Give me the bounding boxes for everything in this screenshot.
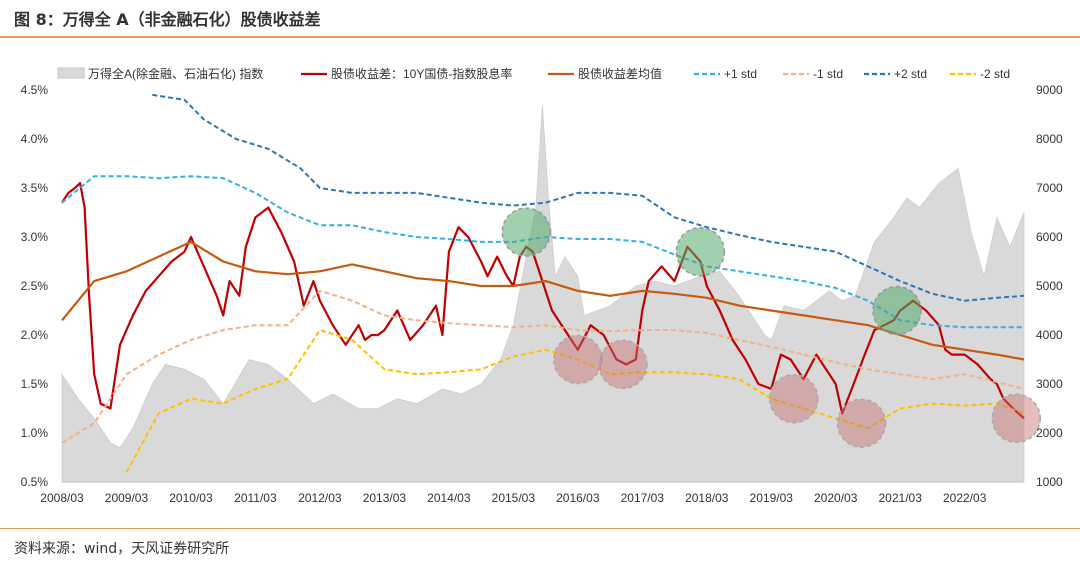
x-axis-tick-label: 2010/03 — [169, 491, 213, 505]
index-area-series — [61, 104, 1025, 483]
x-axis-tick-label: 2012/03 — [298, 491, 342, 505]
legend-label-5: +2 std — [894, 67, 927, 81]
green-highlight-marker — [872, 285, 922, 336]
highlight-markers-layer — [501, 207, 1042, 448]
x-axis-tick-label: 2019/03 — [750, 491, 794, 505]
right-axis-tick-label: 7000 — [1036, 181, 1063, 195]
right-axis-tick-label: 1000 — [1036, 475, 1063, 489]
left-axis-tick-label: 4.5% — [21, 83, 49, 97]
x-axis-tick-label: 2017/03 — [621, 491, 665, 505]
left-axis-tick-label: 1.5% — [21, 377, 49, 391]
left-axis-tick-label: 4.0% — [21, 132, 49, 146]
series-line-6 — [125, 329, 1025, 473]
right-axis-tick-label: 6000 — [1036, 230, 1063, 244]
chart-svg: 万得全A(除金融、石油石化) 指数 股债收益差：10Y国债-指数股息率 股债收益差均… — [21, 66, 1063, 505]
x-axis-tick-label: 2018/03 — [685, 491, 729, 505]
right-axis-tick-label: 4000 — [1036, 328, 1063, 342]
legend-label-4: -1 std — [813, 67, 843, 81]
x-axis-tick-label: 2022/03 — [943, 491, 987, 505]
red-highlight-marker — [553, 334, 603, 385]
footer-divider — [0, 528, 1080, 529]
left-axis-tick-label: 0.5% — [21, 475, 49, 489]
right-axis-tick-label: 3000 — [1036, 377, 1063, 391]
red-highlight-marker — [836, 398, 887, 448]
x-axis-tick-label: 2011/03 — [234, 491, 277, 505]
x-axis-ticks: 2008/03 2009/03 2010/03 2011/03 2012/03 2013/… — [40, 491, 986, 505]
left-axis-ticks: 0.5% 1.0% 1.5% 2.0% 2.5% 3.0% 3.5% 4.0% 4.5% — [21, 83, 49, 489]
chart-legend: 万得全A(除金融、石油石化) 指数 股债收益差：10Y国债-指数股息率 股债收益差均… — [57, 66, 1010, 81]
legend-label-6: -2 std — [980, 67, 1010, 81]
left-axis-tick-label: 2.5% — [21, 279, 49, 293]
left-axis-tick-label: 2.0% — [21, 328, 49, 342]
series-line-4 — [61, 289, 1025, 444]
right-axis-ticks: 1000 2000 3000 4000 5000 6000 7000 8000 9000 — [1036, 83, 1063, 489]
legend-label-0: 万得全A(除金融、石油石化) 指数 — [88, 66, 263, 81]
x-axis-tick-label: 2020/03 — [814, 491, 858, 505]
x-axis-tick-label: 2016/03 — [556, 491, 600, 505]
series-line-1 — [61, 182, 1025, 420]
green-highlight-marker — [501, 207, 551, 257]
green-highlight-marker — [675, 226, 726, 277]
red-highlight-marker — [598, 339, 648, 390]
series-line-2 — [61, 240, 1025, 361]
legend-label-1: 股债收益差：10Y国债-指数股息率 — [331, 66, 512, 81]
left-axis-tick-label: 1.0% — [21, 426, 49, 440]
series-line-5 — [152, 93, 1025, 302]
x-axis-tick-label: 2013/03 — [363, 491, 407, 505]
red-highlight-marker — [769, 373, 819, 424]
right-axis-tick-label: 2000 — [1036, 426, 1063, 440]
right-axis-tick-label: 9000 — [1036, 83, 1063, 97]
index-area-layer — [61, 104, 1025, 483]
red-highlight-marker — [991, 393, 1042, 444]
right-axis-tick-label: 5000 — [1036, 279, 1063, 293]
source-note: 资料来源：wind，天风证券研究所 — [14, 541, 230, 557]
right-axis-tick-label: 8000 — [1036, 132, 1063, 146]
x-axis-tick-label: 2015/03 — [492, 491, 536, 505]
page-title: 图 8：万得全 A（非金融石化）股债收益差 — [14, 10, 321, 29]
left-axis-tick-label: 3.0% — [21, 230, 49, 244]
legend-swatch-area — [57, 67, 85, 79]
x-axis-tick-label: 2014/03 — [427, 491, 471, 505]
x-axis-tick-label: 2008/03 — [40, 491, 84, 505]
x-axis-tick-label: 2009/03 — [105, 491, 149, 505]
legend-label-2: 股债收益差均值 — [578, 66, 662, 81]
title-divider — [0, 36, 1080, 38]
x-axis-tick-label: 2021/03 — [879, 491, 923, 505]
left-axis-tick-label: 3.5% — [21, 181, 49, 195]
legend-label-3: +1 std — [724, 67, 757, 81]
